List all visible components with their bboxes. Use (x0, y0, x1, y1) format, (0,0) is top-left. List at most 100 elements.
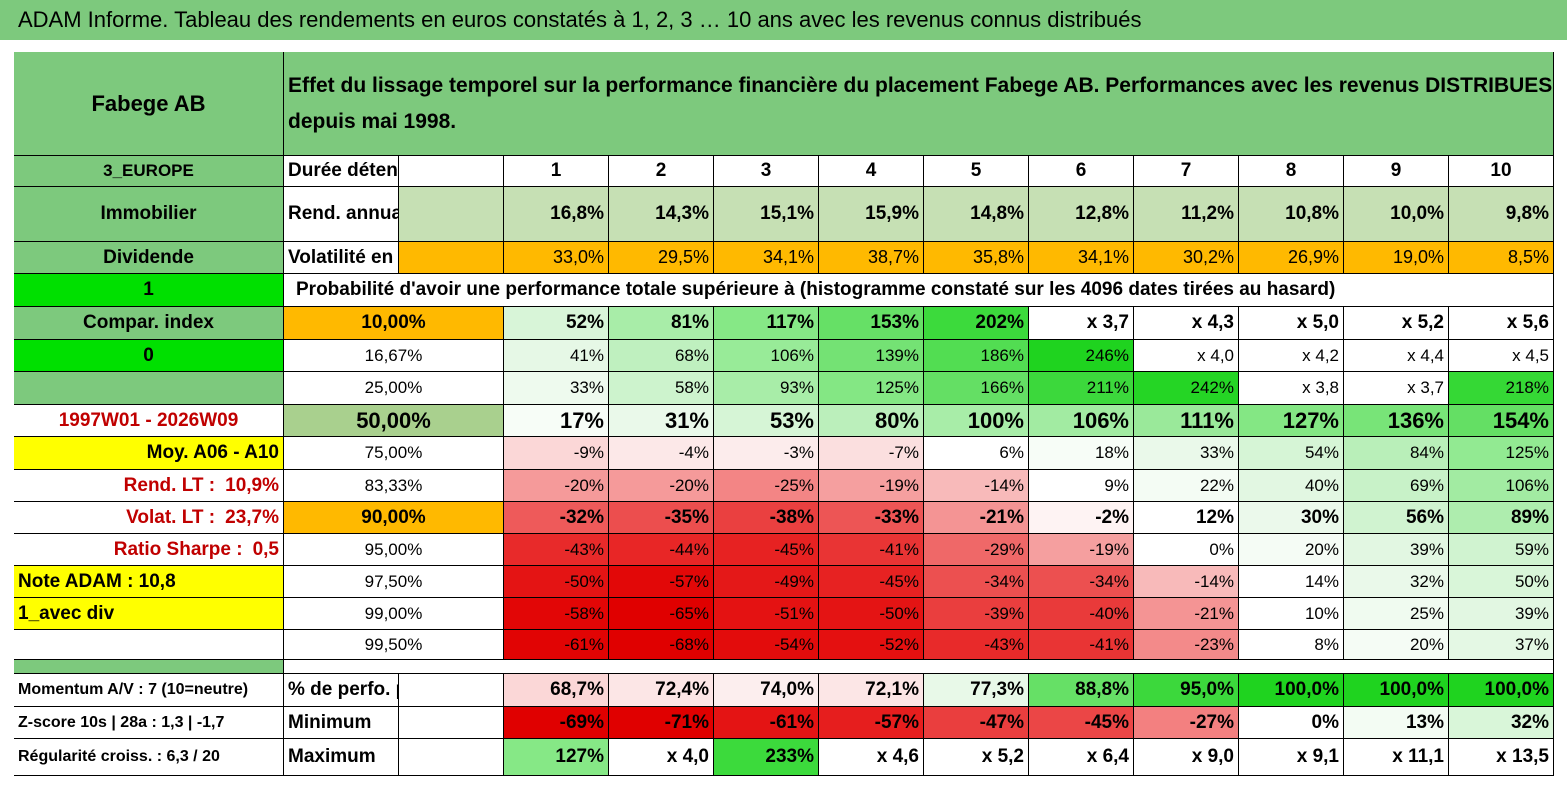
rend-label: Rend. annualisé en % (284, 187, 399, 242)
percentile-value: 139% (819, 340, 924, 372)
percentile-value: 186% (924, 340, 1029, 372)
rend-value: 16,8% (504, 187, 609, 242)
percentile-value: x 5,0 (1239, 307, 1344, 340)
moy-label: Moy. A06 - A10 (14, 437, 284, 470)
percentile-value: x 4,0 (1134, 340, 1239, 372)
percentile-value: 39% (1344, 534, 1449, 566)
percentile-value: -7% (819, 437, 924, 470)
percentile-label: 99,50% (284, 630, 504, 660)
positive-pct-value: 72,4% (609, 674, 714, 707)
year-header: 5 (924, 156, 1029, 187)
separator-cell (284, 660, 1554, 674)
vol-value: 29,5% (609, 242, 714, 274)
percentile-value: 25% (1344, 598, 1449, 630)
percentile-value: 20% (1239, 534, 1344, 566)
percentile-value: -35% (609, 502, 714, 534)
maximum-value: x 4,0 (609, 739, 714, 776)
percentile-value: 0% (1134, 534, 1239, 566)
percentile-value: -20% (609, 470, 714, 502)
momentum-label: Momentum A/V : 7 (10=neutre) (14, 674, 284, 707)
percentile-value: 89% (1449, 502, 1554, 534)
percentile-value: -44% (609, 534, 714, 566)
rend-value: 10,0% (1344, 187, 1449, 242)
vol-value: 33,0% (504, 242, 609, 274)
percentile-value: 10% (1239, 598, 1344, 630)
percentile-value: 33% (1134, 437, 1239, 470)
percentile-value: 14% (1239, 566, 1344, 598)
percentile-value: 33% (504, 372, 609, 405)
percentile-label: 25,00% (284, 372, 504, 405)
minimum-value: -61% (714, 707, 819, 739)
table-description: Effet du lissage temporel sur la perform… (284, 52, 1554, 156)
percentile-value: 68% (609, 340, 714, 372)
percentile-value: -29% (924, 534, 1029, 566)
positive-pct-value: 100,0% (1449, 674, 1554, 707)
year-header: 6 (1029, 156, 1134, 187)
note-adam: Note ADAM : 10,8 (14, 566, 284, 598)
percentile-value: -34% (924, 566, 1029, 598)
percentile-value: 53% (714, 405, 819, 437)
percentile-value: -23% (1134, 630, 1239, 660)
performance-table: Fabege AB Effet du lissage temporel sur l… (14, 52, 1554, 776)
vol-value: 34,1% (1029, 242, 1134, 274)
rend-value: 12,8% (1029, 187, 1134, 242)
year-header: 8 (1239, 156, 1344, 187)
percentile-value: -39% (924, 598, 1029, 630)
percentile-value: x 4,2 (1239, 340, 1344, 372)
maximum-value: x 9,1 (1239, 739, 1344, 776)
empty-cell (399, 156, 504, 187)
percentile-value: -52% (819, 630, 924, 660)
percentile-value: 41% (504, 340, 609, 372)
rend-lt-value: 10,9% (225, 474, 279, 496)
percentile-value: -32% (504, 502, 609, 534)
vol-value: 19,0% (1344, 242, 1449, 274)
percentile-label: 83,33% (284, 470, 504, 502)
percentile-value: -45% (819, 566, 924, 598)
percentile-value: -34% (1029, 566, 1134, 598)
percentile-value: 56% (1344, 502, 1449, 534)
percentile-value: -65% (609, 598, 714, 630)
vol-value: 38,7% (819, 242, 924, 274)
empty-cell (399, 187, 504, 242)
regularite-label: Régularité croiss. : 6,3 / 20 (14, 739, 284, 776)
year-header: 3 (714, 156, 819, 187)
percentile-value: -43% (924, 630, 1029, 660)
maximum-value: x 6,4 (1029, 739, 1134, 776)
percentile-value: 127% (1239, 405, 1344, 437)
rend-value: 9,8% (1449, 187, 1554, 242)
percentile-value: 54% (1239, 437, 1344, 470)
percentile-value: 50% (1449, 566, 1554, 598)
maximum-value: x 11,1 (1344, 739, 1449, 776)
minimum-value: 0% (1239, 707, 1344, 739)
percentile-value: 12% (1134, 502, 1239, 534)
percentile-value: 69% (1344, 470, 1449, 502)
positive-pct-value: 100,0% (1239, 674, 1344, 707)
rend-lt-text: Rend. LT : (123, 474, 216, 496)
percentile-value: 218% (1449, 372, 1554, 405)
percentile-value: x 3,7 (1344, 372, 1449, 405)
percentile-value: 154% (1449, 405, 1554, 437)
empty-cell (399, 674, 504, 707)
flag-one: 1 (14, 274, 284, 307)
dividend-label: Dividende (14, 242, 284, 274)
percentile-value: 17% (504, 405, 609, 437)
percentile-value: -19% (819, 470, 924, 502)
percentile-value: -43% (504, 534, 609, 566)
percentile-value: x 4,4 (1344, 340, 1449, 372)
percentile-value: -21% (924, 502, 1029, 534)
empty-cell (399, 739, 504, 776)
vol-value: 26,9% (1239, 242, 1344, 274)
duree-label: Durée détention (an) (284, 156, 399, 187)
minimum-value: -27% (1134, 707, 1239, 739)
percentile-value: x 4,3 (1134, 307, 1239, 340)
percentile-value: -50% (504, 566, 609, 598)
percentile-value: 37% (1449, 630, 1554, 660)
percentile-value: 242% (1134, 372, 1239, 405)
minimum-value: 13% (1344, 707, 1449, 739)
positive-pct-value: 74,0% (714, 674, 819, 707)
percentile-value: 80% (819, 405, 924, 437)
percentile-value: -9% (504, 437, 609, 470)
maximum-value: x 4,6 (819, 739, 924, 776)
percentile-value: -68% (609, 630, 714, 660)
percentile-value: -41% (1029, 630, 1134, 660)
